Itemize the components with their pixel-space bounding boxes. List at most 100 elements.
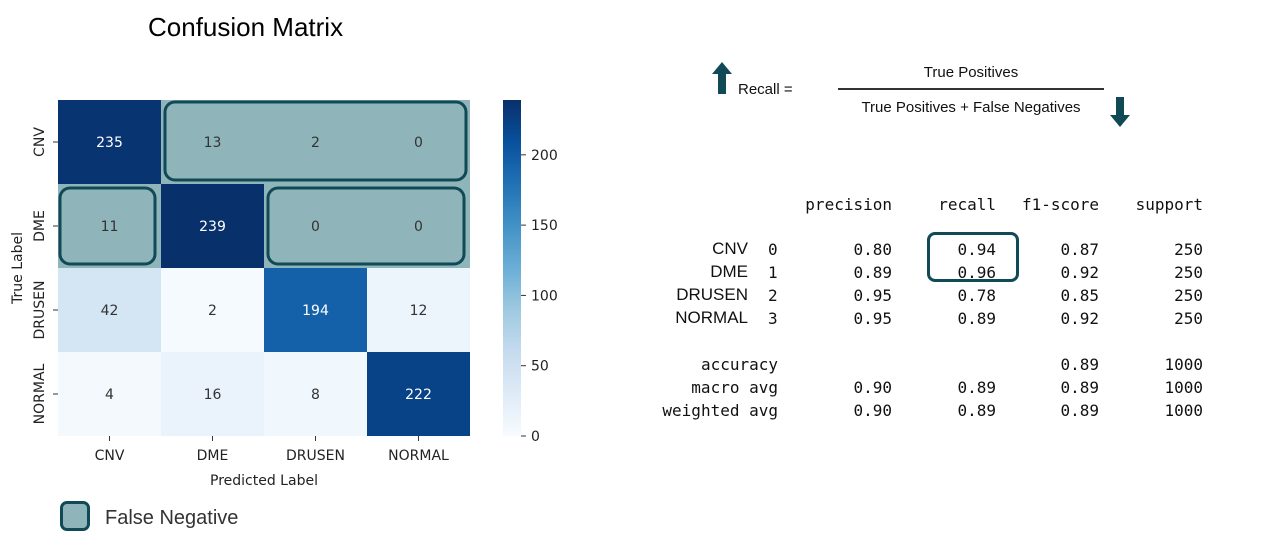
x-axis-label: Predicted Label	[210, 473, 318, 489]
report-recall: 0.89	[957, 309, 996, 328]
cell-value: 194	[302, 303, 329, 319]
cell-value: 16	[204, 387, 222, 403]
report-header: precision	[805, 195, 892, 214]
report-f1-score: 0.89	[1060, 401, 1099, 420]
cell-value: 8	[311, 387, 320, 403]
report-precision: 0.80	[853, 240, 892, 259]
report-support: 250	[1174, 263, 1203, 282]
report-f1-score: 0.85	[1060, 286, 1099, 305]
recall-formula-denominator: True Positives + False Negatives	[861, 99, 1081, 116]
false-negative-legend-label: False Negative	[105, 507, 239, 529]
report-summary-name: macro avg	[691, 378, 778, 397]
heatmap-cell	[58, 352, 161, 436]
cell-value: 13	[204, 135, 222, 151]
report-support: 1000	[1164, 401, 1203, 420]
colorbar-tick-label: 0	[531, 429, 540, 445]
report-support: 250	[1174, 286, 1203, 305]
report-summary-name: weighted avg	[662, 401, 778, 420]
colorbar-tick-label: 100	[531, 288, 558, 304]
report-f1-score: 0.87	[1060, 240, 1099, 259]
y-tick-label: DRUSEN	[32, 281, 48, 340]
down-arrow-icon	[1110, 97, 1130, 127]
report-header: support	[1135, 195, 1203, 214]
cell-value: 235	[96, 135, 123, 151]
report-class-name: CNV	[712, 239, 748, 258]
heatmap-cell	[58, 100, 161, 184]
report-f1-score: 0.92	[1060, 309, 1099, 328]
heatmap-cell	[264, 352, 367, 436]
y-tick-label: NORMAL	[32, 363, 48, 424]
report-header: f1-score	[1021, 195, 1099, 214]
report-recall: 0.94	[957, 240, 996, 259]
cell-value: 0	[414, 219, 423, 235]
cell-value: 0	[414, 135, 423, 151]
cell-value: 4	[105, 387, 114, 403]
colorbar-tick-label: 50	[531, 359, 549, 375]
report-precision: 0.95	[853, 309, 892, 328]
report-class-name: NORMAL	[675, 308, 748, 327]
report-support: 250	[1174, 309, 1203, 328]
confusion-matrix-heatmap: 235 13 2 0 11 239 0 0 42 2 194 12 4 16 8 222 CNV DME DRUSE…	[10, 100, 558, 489]
cell-value: 2	[208, 303, 217, 319]
heatmap-cell	[161, 352, 264, 436]
report-precision: 0.89	[853, 263, 892, 282]
recall-formula-numerator: True Positives	[923, 64, 1019, 81]
heatmap-cell	[264, 184, 367, 268]
report-class-index: 3	[768, 309, 778, 328]
false-negative-outline	[266, 186, 466, 266]
heatmap-cell	[58, 268, 161, 352]
x-tick-label: NORMAL	[388, 448, 449, 464]
report-class-name: DRUSEN	[676, 285, 748, 304]
colorbar-tick-label: 200	[531, 148, 558, 164]
report-recall: 0.89	[957, 378, 996, 397]
heatmap-cell	[367, 268, 470, 352]
recall-highlight-box	[927, 232, 1019, 282]
fraction-bar	[838, 88, 1104, 90]
cell-value: 2	[311, 135, 320, 151]
false-negative-legend-swatch	[60, 501, 90, 531]
heatmap-cell	[161, 100, 264, 184]
y-tick-label: CNV	[32, 127, 48, 157]
cell-value: 222	[405, 387, 432, 403]
cell-value: 12	[410, 303, 428, 319]
heatmap-cell	[264, 268, 367, 352]
heatmap-cell	[58, 184, 161, 268]
report-class-index: 2	[768, 286, 778, 305]
report-class-name: DME	[710, 262, 748, 281]
heatmap-cell	[367, 100, 470, 184]
false-negative-outline	[163, 100, 468, 182]
report-recall: 0.89	[957, 401, 996, 420]
x-tick-label: CNV	[95, 448, 125, 464]
colorbar-tick-label: 150	[531, 218, 558, 234]
heatmap-cell	[367, 352, 470, 436]
x-tick-label: DME	[197, 448, 229, 464]
report-header: recall	[938, 195, 996, 214]
heatmap-cell	[264, 100, 367, 184]
y-axis-label: True Label	[10, 232, 26, 305]
heatmap-cell	[161, 268, 264, 352]
report-recall: 0.96	[957, 263, 996, 282]
report-precision: 0.90	[853, 378, 892, 397]
report-support: 1000	[1164, 378, 1203, 397]
colorbar	[503, 100, 521, 436]
cell-value: 11	[101, 219, 119, 235]
report-class-index: 1	[768, 263, 778, 282]
report-f1-score: 0.89	[1060, 355, 1099, 374]
cell-value: 239	[199, 219, 226, 235]
false-negative-outline	[58, 186, 157, 266]
report-f1-score: 0.92	[1060, 263, 1099, 282]
report-recall: 0.78	[957, 286, 996, 305]
y-tick-label: DME	[32, 210, 48, 242]
cell-value: 42	[101, 303, 119, 319]
x-tick-label: DRUSEN	[286, 448, 345, 464]
up-arrow-icon	[712, 62, 732, 94]
cell-value: 0	[311, 219, 320, 235]
recall-formula-lhs: Recall =	[738, 81, 793, 98]
chart-title: Confusion Matrix	[148, 12, 344, 42]
report-precision: 0.90	[853, 401, 892, 420]
report-f1-score: 0.89	[1060, 378, 1099, 397]
heatmap-cell	[161, 184, 264, 268]
report-class-index: 0	[768, 240, 778, 259]
report-support: 250	[1174, 240, 1203, 259]
